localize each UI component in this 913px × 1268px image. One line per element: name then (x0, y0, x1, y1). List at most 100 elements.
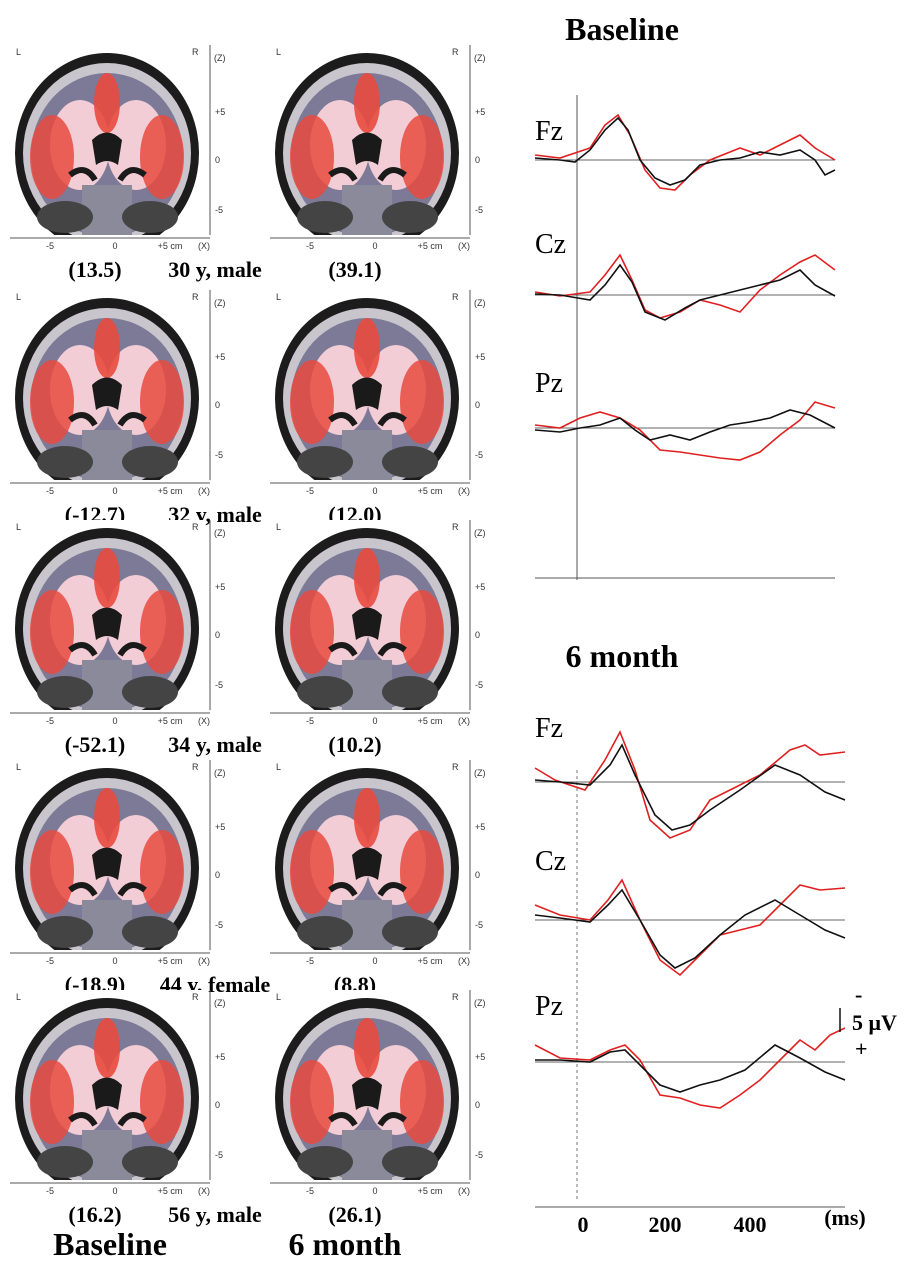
z-tick-label: 0 (215, 630, 220, 640)
z-tick-label: 0 (215, 400, 220, 410)
x-tick-label: +5 cm (158, 241, 183, 251)
baseline-value: (-52.1) (65, 732, 125, 757)
brain-image (10, 760, 205, 968)
z-tick-label: 0 (475, 155, 480, 165)
baseline-value: (16.2) (68, 1202, 121, 1227)
x-tick-label: 0 (112, 716, 117, 726)
footer-label: 6 month (289, 1226, 402, 1262)
z-tick-label: -5 (215, 920, 223, 930)
image-side-label: L (276, 47, 281, 57)
z-tick-label: -5 (215, 680, 223, 690)
channel-label: Pz (535, 991, 563, 1022)
brain-panels: L R (Z) +5 0 -5 -5 0 +5 cm (X) L R (Z) +5 0 -5 -5 0 +5 cm (… (10, 45, 486, 1262)
brain-image (10, 290, 205, 498)
x-tick-label: -5 (306, 241, 314, 251)
channel-label: Fz (535, 116, 563, 147)
image-side-label: L (16, 522, 21, 532)
x-tick-label: -5 (306, 1186, 314, 1196)
z-tick-label: +5 (475, 1052, 485, 1062)
section-title: 6 month (566, 638, 679, 674)
z-tick-label: -5 (215, 205, 223, 215)
month6-value: (39.1) (328, 257, 381, 282)
x-tick-label: (X) (198, 486, 210, 496)
x-tick-label: (X) (458, 956, 470, 966)
erp-labels: BaselineFzCzPz6 monthFzCzPz-5 μV+0200400… (535, 11, 897, 1237)
z-tick-label: 0 (215, 870, 220, 880)
x-tick-label: +5 cm (418, 956, 443, 966)
channel-label: Cz (535, 229, 566, 260)
brain-image (10, 45, 205, 253)
z-axis-label: (Z) (474, 298, 486, 308)
image-side-label: L (276, 292, 281, 302)
channel-label: Fz (535, 713, 563, 744)
x-tick-label: +5 cm (418, 486, 443, 496)
image-side-label: L (16, 292, 21, 302)
image-side-label: R (192, 762, 199, 772)
trace-baseline (535, 745, 845, 830)
month6-value: (10.2) (328, 732, 381, 757)
subject-info: 56 y, male (168, 1202, 262, 1227)
scale-minus: - (855, 982, 862, 1007)
x-tick-label: -5 (46, 486, 54, 496)
x-tick-label: 0 (112, 1186, 117, 1196)
figure: L R (Z) +5 0 -5 -5 0 +5 cm (X) L R (Z) +5 0 -5 -5 0 +5 cm (… (0, 0, 913, 1263)
z-tick-label: -5 (215, 450, 223, 460)
image-side-label: R (192, 47, 199, 57)
x-tick-label: (X) (198, 241, 210, 251)
trace-baseline (535, 410, 835, 440)
z-tick-label: +5 (215, 582, 225, 592)
x-tick-label: +5 cm (158, 956, 183, 966)
brain-image (270, 990, 465, 1198)
z-tick-label: 0 (475, 870, 480, 880)
x-tick-label: -5 (306, 956, 314, 966)
z-tick-label: -5 (475, 450, 483, 460)
image-side-label: L (16, 762, 21, 772)
x-tick-label: 0 (372, 716, 377, 726)
channel-label: Cz (535, 846, 566, 877)
trace-baseline (535, 1045, 845, 1092)
x-tick-label: -5 (306, 486, 314, 496)
x-tick-label: -5 (306, 716, 314, 726)
image-side-label: L (276, 762, 281, 772)
x-tick-label: 0 (372, 241, 377, 251)
z-tick-label: +5 (475, 822, 485, 832)
image-side-label: R (452, 762, 459, 772)
brain-image (10, 990, 205, 1198)
z-tick-label: +5 (475, 352, 485, 362)
brain-image (10, 520, 205, 728)
z-tick-label: 0 (215, 155, 220, 165)
brain-image (270, 520, 465, 728)
x-tick-label: 0 (112, 486, 117, 496)
time-tick-label: 0 (578, 1212, 589, 1237)
brain-image (270, 290, 465, 498)
x-tick-label: (X) (458, 486, 470, 496)
x-tick-label: (X) (458, 716, 470, 726)
x-tick-label: (X) (458, 241, 470, 251)
trace-baseline (535, 890, 845, 968)
x-tick-label: +5 cm (418, 1186, 443, 1196)
z-axis-label: (Z) (214, 768, 226, 778)
x-tick-label: (X) (198, 956, 210, 966)
image-side-label: R (192, 992, 199, 1002)
x-tick-label: +5 cm (158, 1186, 183, 1196)
image-side-label: R (192, 522, 199, 532)
image-side-label: L (276, 992, 281, 1002)
z-tick-label: +5 (215, 107, 225, 117)
z-tick-label: -5 (475, 1150, 483, 1160)
baseline-value: (13.5) (68, 257, 121, 282)
brain-image (270, 760, 465, 968)
image-side-label: R (452, 47, 459, 57)
z-axis-label: (Z) (474, 998, 486, 1008)
z-tick-label: -5 (215, 1150, 223, 1160)
x-tick-label: 0 (372, 956, 377, 966)
x-tick-label: +5 cm (418, 241, 443, 251)
x-tick-label: +5 cm (418, 716, 443, 726)
subject-info: 34 y, male (168, 732, 262, 757)
z-axis-label: (Z) (214, 528, 226, 538)
x-tick-label: -5 (46, 241, 54, 251)
z-tick-label: 0 (475, 400, 480, 410)
x-tick-label: -5 (46, 716, 54, 726)
image-side-label: R (452, 522, 459, 532)
x-tick-label: 0 (112, 241, 117, 251)
scale-plus: + (855, 1036, 868, 1061)
